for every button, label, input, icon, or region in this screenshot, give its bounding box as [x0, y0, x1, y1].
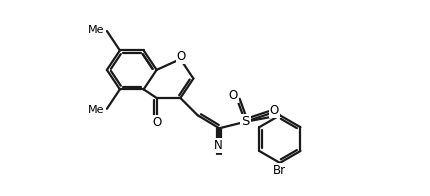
- Text: O: O: [270, 104, 279, 117]
- Text: N: N: [214, 139, 223, 152]
- Text: O: O: [177, 50, 186, 64]
- Text: Br: Br: [273, 164, 286, 177]
- Text: O: O: [152, 116, 161, 129]
- Text: Me: Me: [88, 25, 105, 35]
- Text: Me: Me: [88, 105, 105, 115]
- Text: S: S: [241, 115, 249, 128]
- Text: O: O: [229, 89, 238, 102]
